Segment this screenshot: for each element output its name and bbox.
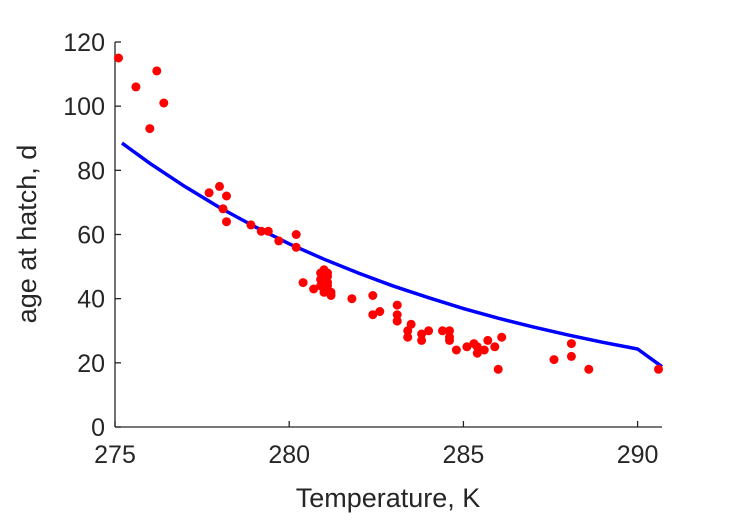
y-tick-label: 60 (77, 222, 105, 250)
x-tick-label: 275 (94, 441, 136, 469)
data-point (323, 271, 332, 281)
data-point (392, 300, 402, 310)
data-point (392, 316, 402, 326)
x-axis-label: Temperature, K (296, 483, 481, 513)
y-tick-label: 120 (63, 29, 105, 57)
y-tick-label: 40 (77, 286, 105, 314)
data-point (204, 188, 214, 198)
data-point (490, 342, 500, 352)
fit-curve-group (120, 141, 664, 369)
data-point (584, 364, 594, 374)
x-tick-label: 280 (268, 441, 310, 469)
y-tick-label: 0 (91, 414, 105, 442)
data-point (417, 335, 427, 345)
data-point (368, 291, 378, 300)
data-point (215, 181, 224, 191)
data-point (424, 326, 434, 336)
data-point (222, 191, 231, 201)
y-tick-label: 80 (77, 157, 105, 185)
data-point (462, 342, 472, 352)
data-point (375, 307, 385, 316)
data-point (654, 364, 663, 374)
data-point (274, 236, 284, 246)
data-point (263, 226, 273, 236)
x-tick-label: 290 (617, 441, 659, 469)
y-tick-label: 20 (77, 350, 105, 378)
data-point (131, 82, 141, 92)
y-tick-label: 100 (63, 93, 105, 121)
data-point (256, 226, 266, 236)
data-point (438, 326, 447, 336)
data-point (326, 287, 336, 297)
data-point (298, 278, 308, 288)
axes: 275 280 285 290 0 20 40 60 80 100 120 (63, 29, 662, 469)
data-point (222, 217, 231, 227)
x-tick-label: 285 (443, 441, 485, 469)
data-point (566, 351, 576, 361)
data-point (497, 332, 507, 342)
data-point (347, 294, 357, 304)
data-point (451, 345, 461, 355)
data-point (417, 329, 427, 339)
fit-line (120, 141, 664, 369)
data-point (566, 339, 576, 349)
data-point (392, 310, 402, 320)
data-point (145, 124, 155, 134)
data-point (406, 319, 416, 329)
data-point (159, 98, 169, 108)
data-point (549, 355, 559, 365)
data-point (479, 345, 489, 355)
data-point (218, 204, 228, 214)
data-point (291, 242, 301, 252)
data-point (114, 53, 123, 63)
data-point (472, 342, 482, 352)
data-point (309, 284, 319, 294)
data-point (493, 364, 503, 374)
data-point (246, 220, 256, 230)
data-point (368, 310, 378, 320)
data-point (291, 230, 301, 239)
data-points-group (114, 53, 663, 374)
data-point (403, 332, 413, 342)
data-point (483, 335, 493, 345)
data-point (472, 348, 482, 358)
data-point (445, 326, 454, 336)
y-axis-label: age at hatch, d (12, 145, 42, 324)
data-point (445, 335, 454, 345)
data-point (152, 66, 162, 76)
